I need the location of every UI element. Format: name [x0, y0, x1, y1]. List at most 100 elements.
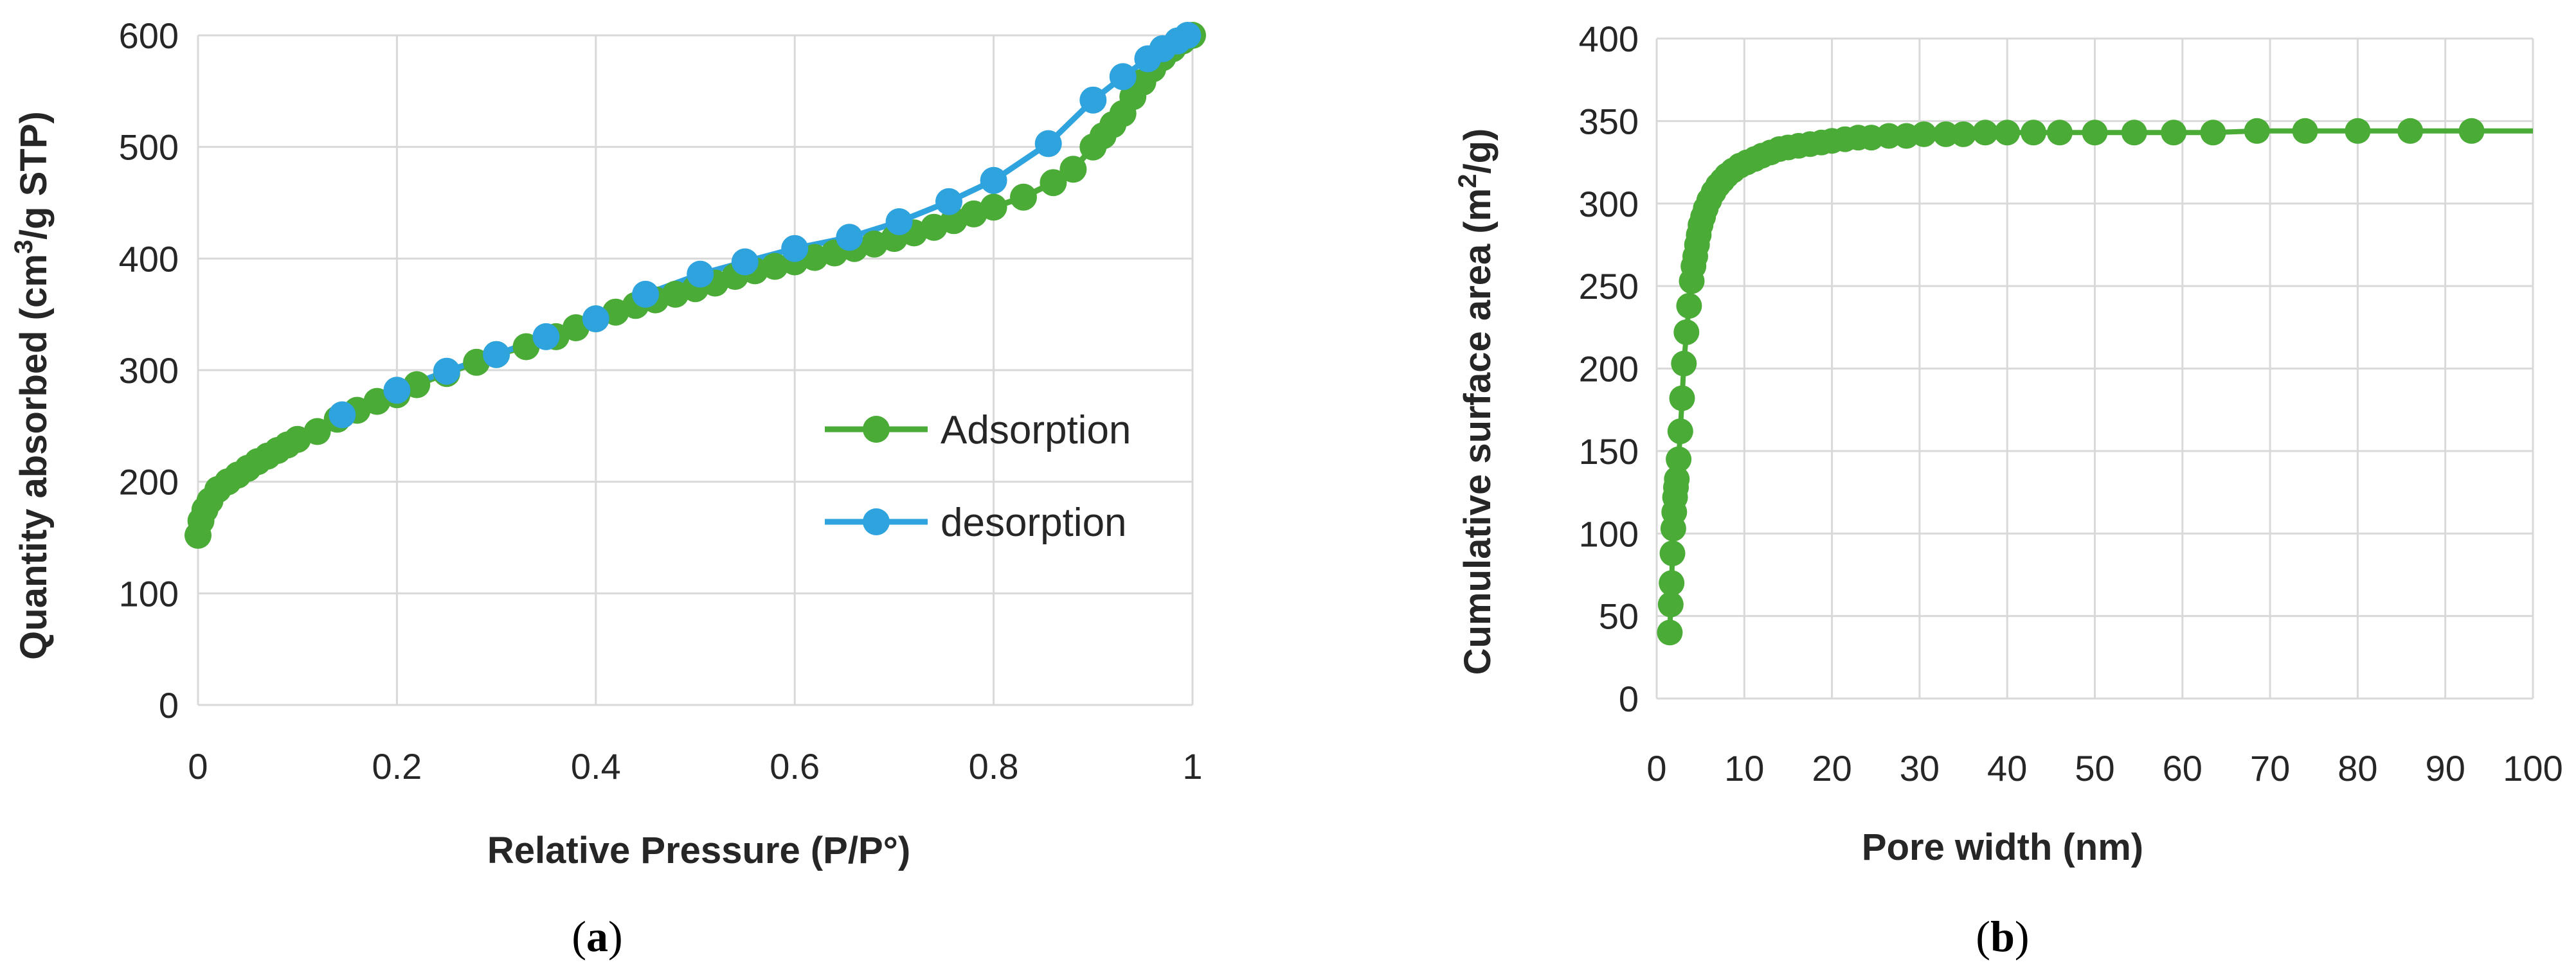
chart-b-series-0-point-57: [2292, 118, 2318, 144]
chart-b-series-0-point-9: [1666, 446, 1692, 472]
chart-b-y-axis-title-superscript: 2: [1454, 174, 1482, 188]
chart-b-y-tick-1: 50: [1599, 596, 1639, 637]
chart-a-series-1-point-8: [731, 248, 759, 276]
chart-b-series-0-point-49: [1994, 120, 2021, 146]
chart-b-x-tick-1: 10: [1724, 748, 1764, 788]
legend-entry-adsorption: Adsorption: [825, 408, 1131, 452]
chart-b-series-0-point-12: [1671, 350, 1697, 377]
chart-b-x-tick-0: 0: [1646, 748, 1666, 788]
chart-a-series-1-point-9: [781, 235, 809, 262]
chart-a-x-tick-0: 0: [188, 746, 208, 787]
panel-label-a: (a): [572, 912, 622, 961]
chart-a-y-tick-6: 600: [119, 15, 179, 56]
chart-b-cumulative-surface-area: 0 50 100 150 200 250 300 350 400 0 10 20 30 40 50 60 70…: [1454, 19, 2563, 961]
chart-a-series-1-point-11: [885, 208, 913, 235]
chart-a-y-tick-0: 0: [159, 685, 179, 726]
chart-a-y-axis-title: Quantity absorbed (cm3/g STP): [10, 111, 55, 660]
chart-a-x-tick-5: 1: [1182, 746, 1202, 787]
chart-b-series-0-point-51: [2047, 120, 2073, 146]
chart-b-x-tick-3: 30: [1900, 748, 1940, 788]
chart-b-x-tick-2: 20: [1812, 748, 1851, 788]
chart-a-series-1-point-0: [329, 401, 356, 429]
chart-a-series-1-point-20: [1174, 22, 1202, 49]
panel-label-b: (b): [1976, 912, 2029, 961]
chart-a-y-tick-1: 100: [119, 573, 179, 614]
chart-b-series-0-point-2: [1659, 570, 1685, 596]
chart-a-series-1-point-1: [383, 377, 411, 404]
chart-b-series-lines: [1667, 128, 2533, 633]
chart-a-series-1-point-13: [980, 166, 1007, 194]
chart-b-x-tick-9: 90: [2426, 748, 2465, 788]
chart-b-y-tick-6: 300: [1579, 184, 1639, 224]
chart-b-series-0-point-11: [1669, 385, 1695, 411]
chart-a-x-tick-1: 0.2: [372, 746, 422, 787]
chart-b-series-0-point-50: [2021, 120, 2047, 146]
chart-a-series-1-point-3: [483, 341, 510, 368]
chart-b-x-tick-6: 60: [2163, 748, 2202, 788]
chart-b-markers: [1657, 118, 2485, 646]
chart-a-y-tick-3: 300: [119, 350, 179, 391]
chart-a-x-tick-2: 0.4: [571, 746, 621, 787]
chart-b-y-tick-2: 100: [1579, 513, 1639, 554]
chart-b-series-0-point-3: [1659, 540, 1686, 567]
chart-a-y-axis-title-superscript: 3: [10, 240, 38, 254]
chart-b-x-tick-4: 40: [1987, 748, 2027, 788]
chart-b-series-0-point-55: [2200, 120, 2226, 146]
chart-a-y-tick-2: 200: [119, 462, 179, 503]
chart-b-series-0-point-8: [1664, 466, 1690, 492]
chart-b-y-tick-4: 200: [1579, 349, 1639, 389]
chart-b-y-axis-title: Cumulative surface area (m2/g): [1454, 129, 1499, 675]
chart-a-x-tick-labels: 0 0.2 0.4 0.6 0.8 1: [188, 746, 1202, 787]
chart-a-x-tick-3: 0.6: [770, 746, 820, 787]
chart-b-series-0-point-47: [1950, 121, 1977, 147]
chart-a-series-1-point-5: [582, 305, 609, 333]
chart-b-x-tick-7: 70: [2250, 748, 2290, 788]
chart-b-gridlines: [1655, 37, 2534, 700]
chart-a-y-tick-labels: 0 100 200 300 400 500 600: [119, 15, 179, 726]
chart-b-series-0-point-53: [2121, 120, 2147, 146]
chart-b-y-tick-7: 350: [1579, 101, 1639, 141]
chart-b-series-0-point-1: [1657, 591, 1684, 618]
chart-b-series-0-line: [1667, 128, 2533, 633]
chart-a-series-0-point-46: [1010, 183, 1037, 211]
chart-a-x-axis-title: Relative Pressure (P/P°): [487, 830, 910, 871]
chart-a-series-1-point-7: [687, 260, 714, 288]
chart-b-y-tick-0: 0: [1619, 679, 1639, 719]
chart-a-markers: [185, 22, 1206, 549]
chart-a-legend: Adsorption desorption: [825, 408, 1131, 545]
chart-a-series-1-point-16: [1109, 63, 1137, 91]
chart-a-series-0-point-13: [303, 418, 331, 445]
chart-b-series-0-point-14: [1676, 292, 1702, 319]
legend-desorption-label: desorption: [941, 501, 1127, 545]
chart-b-y-tick-8: 400: [1579, 19, 1639, 59]
chart-a-series-1-point-15: [1079, 86, 1107, 114]
chart-b-series-0-point-13: [1673, 319, 1700, 345]
chart-b-series-0-point-45: [1911, 121, 1937, 147]
chart-b-y-tick-labels: 0 50 100 150 200 250 300 350 400: [1579, 19, 1639, 719]
chart-b-y-tick-3: 150: [1579, 431, 1639, 472]
chart-b-x-axis-title: Pore width (nm): [1862, 826, 2143, 868]
chart-a-isotherm: 0 100 200 300 400 500 600 0 0.2 0.4 0.6 0.8 1 Relat…: [10, 15, 1206, 961]
chart-b-x-tick-5: 50: [2075, 748, 2114, 788]
chart-b-series-0-point-52: [2082, 120, 2108, 146]
chart-b-x-tick-8: 80: [2337, 748, 2377, 788]
chart-a-series-0-point-45: [980, 193, 1007, 221]
chart-b-series-0-point-56: [2244, 118, 2270, 144]
chart-b-series-0-point-60: [2458, 118, 2485, 144]
legend-desorption-marker: [863, 508, 890, 535]
chart-b-series-0-point-54: [2161, 120, 2187, 146]
chart-a-y-tick-5: 500: [119, 127, 179, 168]
chart-a-series-1-point-14: [1034, 130, 1062, 157]
chart-a-series-0-point-22: [512, 333, 540, 361]
chart-a-series-1-point-6: [632, 280, 660, 308]
chart-a-series-1-point-10: [836, 224, 863, 251]
chart-a-series-1-point-12: [935, 188, 962, 215]
legend-adsorption-label: Adsorption: [941, 408, 1131, 452]
chart-a-gridlines: [197, 34, 1194, 706]
chart-a-series-0-point-47: [1040, 169, 1067, 197]
chart-b-x-tick-10: 100: [2503, 748, 2562, 788]
chart-a-x-tick-4: 0.8: [969, 746, 1019, 787]
chart-a-series-1-point-4: [532, 323, 560, 350]
chart-b-series-0-point-59: [2397, 118, 2424, 144]
